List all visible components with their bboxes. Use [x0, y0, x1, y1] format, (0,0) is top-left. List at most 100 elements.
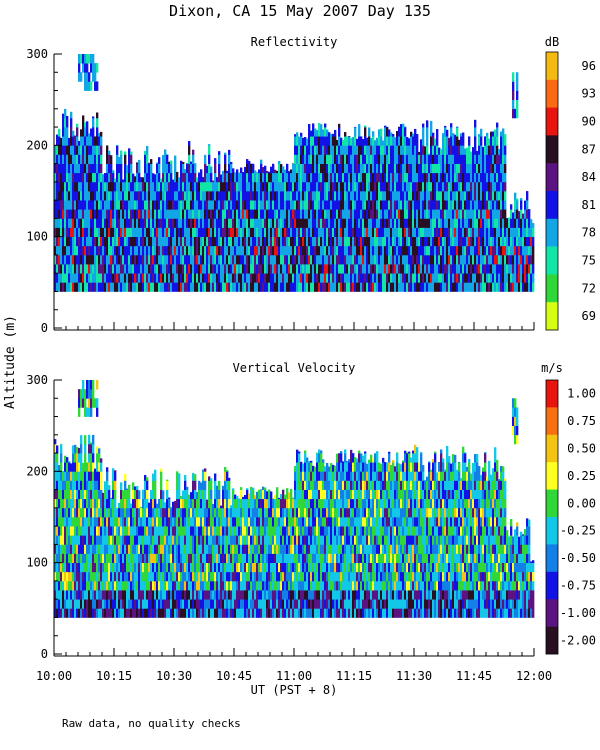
data-cell	[350, 209, 353, 219]
data-cell	[100, 236, 103, 247]
data-cell	[116, 245, 119, 256]
data-cell	[88, 273, 91, 283]
data-cell	[62, 517, 65, 527]
data-cell	[230, 282, 233, 292]
data-cell	[532, 236, 535, 247]
data-cell	[60, 471, 63, 481]
data-cell	[78, 140, 81, 146]
data-cell	[332, 191, 335, 201]
data-cell	[510, 264, 513, 274]
data-cell	[316, 191, 319, 201]
data-cell	[482, 245, 485, 256]
data-cell	[360, 191, 363, 201]
data-cell	[142, 191, 145, 201]
data-cell	[496, 245, 499, 256]
data-cell	[136, 282, 139, 292]
data-cell	[64, 236, 67, 247]
data-cell	[332, 254, 335, 265]
data-cell	[152, 608, 155, 618]
data-cell	[154, 507, 157, 518]
data-cell	[416, 227, 419, 238]
data-cell	[144, 526, 147, 536]
data-cell	[466, 163, 469, 174]
data-cell	[462, 145, 465, 155]
data-cell	[96, 498, 99, 509]
data-cell	[298, 181, 301, 192]
data-cell	[184, 172, 187, 183]
data-cell	[496, 127, 499, 137]
data-cell	[366, 137, 369, 146]
data-cell	[144, 273, 147, 283]
data-cell	[118, 562, 121, 573]
data-cell	[108, 580, 111, 591]
data-cell	[338, 123, 341, 128]
data-cell	[128, 484, 131, 490]
data-cell	[76, 580, 79, 591]
data-cell	[62, 218, 65, 228]
data-cell	[172, 599, 175, 609]
data-cell	[114, 571, 117, 582]
data-cell	[66, 544, 69, 554]
data-cell	[120, 562, 123, 573]
data-cell	[398, 126, 401, 128]
data-cell	[96, 209, 99, 219]
data-cell	[394, 137, 397, 146]
data-cell	[494, 163, 497, 174]
data-cell	[352, 209, 355, 219]
data-cell	[344, 245, 347, 256]
data-cell	[68, 273, 71, 283]
data-cell	[130, 191, 133, 201]
data-cell	[106, 480, 109, 490]
data-cell	[356, 227, 359, 238]
data-cell	[188, 218, 191, 228]
data-cell	[192, 236, 195, 247]
data-cell	[156, 200, 159, 210]
data-cell	[158, 507, 161, 518]
data-cell	[244, 181, 247, 192]
data-cell	[378, 273, 381, 283]
data-cell	[306, 209, 309, 219]
data-cell	[130, 517, 133, 527]
data-cell	[58, 544, 61, 554]
data-cell	[172, 254, 175, 265]
data-cell	[150, 245, 153, 256]
data-cell	[292, 200, 295, 210]
data-cell	[450, 154, 453, 164]
data-cell	[386, 136, 389, 146]
data-cell	[166, 526, 169, 536]
data-cell	[376, 191, 379, 201]
data-cell	[134, 498, 137, 509]
data-cell	[70, 191, 73, 201]
data-cell	[522, 236, 525, 247]
data-cell	[72, 571, 75, 582]
data-cell	[400, 273, 403, 283]
data-cell	[428, 282, 431, 292]
data-cell	[504, 191, 507, 201]
data-cell	[192, 172, 195, 183]
data-cell	[74, 571, 77, 582]
data-cell	[296, 181, 299, 192]
data-cell	[76, 553, 79, 564]
data-cell	[72, 181, 75, 192]
data-cell	[112, 471, 115, 481]
data-cell	[84, 127, 87, 137]
data-cell	[150, 553, 153, 564]
data-cell	[436, 154, 439, 164]
data-cell	[132, 482, 135, 490]
data-cell	[90, 471, 93, 481]
data-cell	[88, 236, 91, 247]
data-cell	[92, 117, 95, 128]
data-cell	[346, 172, 349, 183]
data-cell	[90, 517, 93, 527]
data-cell	[322, 264, 325, 274]
data-cell	[502, 245, 505, 256]
data-cell	[488, 218, 491, 228]
data-cell	[74, 163, 77, 174]
data-cell	[478, 191, 481, 201]
data-cell	[180, 163, 183, 174]
data-cell	[528, 273, 531, 283]
data-cell	[216, 181, 219, 192]
data-cell	[204, 200, 207, 210]
data-cell	[304, 200, 307, 210]
data-cell	[116, 145, 119, 155]
